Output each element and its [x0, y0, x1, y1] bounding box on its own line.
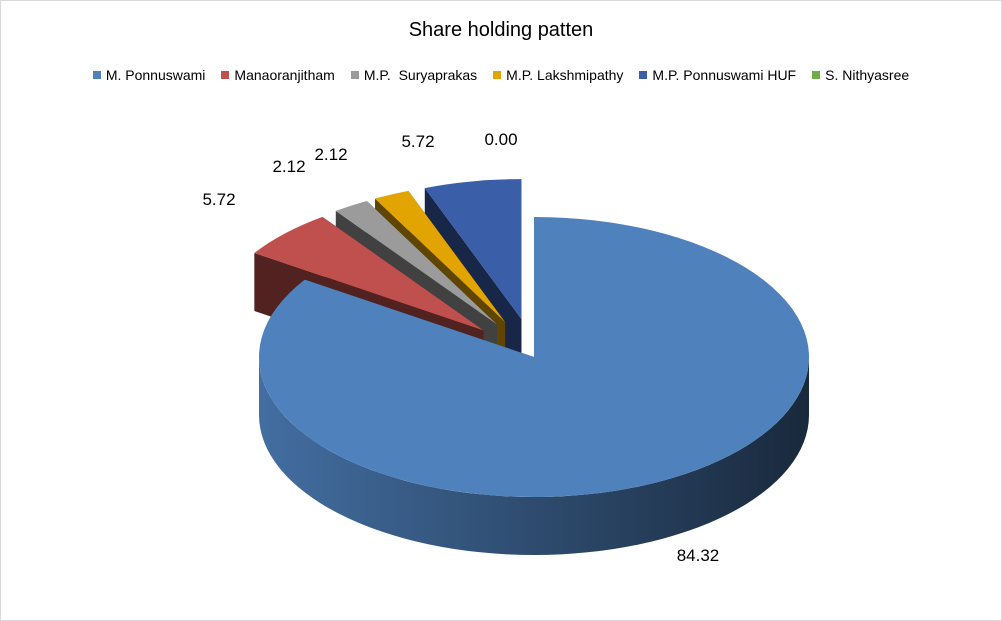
legend-label: S. Nithyasree: [825, 67, 910, 83]
legend-swatch: [92, 71, 101, 79]
data-label: 84.32: [677, 546, 720, 565]
pie-slice-top: [424, 179, 522, 320]
data-label: 0.00: [484, 130, 517, 149]
data-label: 2.12: [272, 157, 305, 176]
legend-label: M.P. Lakshmipathy: [506, 67, 624, 83]
legend-swatch: [639, 71, 648, 79]
chart-legend: M. Ponnuswami Manaoranjitham M.P. Suryapra…: [1, 67, 1001, 83]
legend-item: M.P. Ponnuswami HUF: [639, 67, 796, 83]
data-label: 2.12: [314, 145, 347, 164]
legend-swatch: [493, 71, 502, 79]
pie-slice-top: [375, 190, 506, 322]
data-label: 5.72: [202, 190, 235, 209]
pie-slice: [259, 217, 810, 555]
legend-item: M. Ponnuswami: [92, 67, 206, 83]
pie-slice-top: [259, 217, 810, 497]
legend-swatch: [221, 71, 230, 79]
legend-label: Manaoranjitham: [234, 67, 335, 83]
legend-item: M.P. Suryaprakas: [350, 67, 478, 83]
legend-item: S. Nithyasree: [812, 67, 909, 83]
pie-slice-top: [335, 201, 497, 325]
legend-item: M.P. Lakshmipathy: [493, 67, 623, 83]
chart-title: Share holding patten: [408, 19, 594, 41]
legend-item: Manaoranjitham: [221, 67, 335, 83]
legend-swatch: [812, 71, 821, 79]
pie-slice-side: [259, 357, 809, 555]
data-label: 5.72: [401, 132, 434, 151]
legend-label: M. Ponnuswami: [105, 67, 206, 83]
legend-label: M.P. Ponnuswami HUF: [652, 67, 797, 83]
pie-slice-top: [254, 216, 484, 331]
legend-swatch: [350, 71, 359, 79]
legend-label: M.P. Suryaprakas: [363, 67, 478, 83]
